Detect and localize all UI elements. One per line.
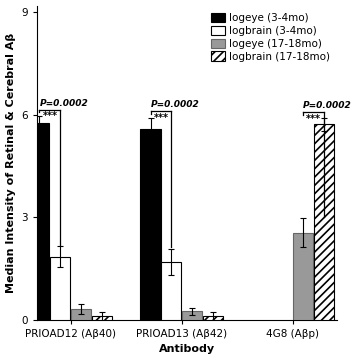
Bar <box>92 316 112 320</box>
Bar <box>161 262 181 320</box>
Text: ***: *** <box>153 113 168 123</box>
X-axis label: Antibody: Antibody <box>159 345 215 355</box>
Bar <box>203 316 223 320</box>
Bar <box>50 257 70 320</box>
Legend: logeye (3-4mo), logbrain (3-4mo), logeye (17-18mo), logbrain (17-18mo): logeye (3-4mo), logbrain (3-4mo), logeye… <box>209 11 332 64</box>
Text: P=0.0002: P=0.0002 <box>150 100 199 109</box>
Text: P=0.0002: P=0.0002 <box>39 99 88 108</box>
Text: ***: *** <box>42 112 57 121</box>
Bar <box>314 125 334 320</box>
Bar <box>71 309 91 320</box>
Bar <box>182 311 202 320</box>
Text: P=0.0002: P=0.0002 <box>303 101 352 110</box>
Text: ***: *** <box>306 114 321 124</box>
Bar <box>140 129 161 320</box>
Bar <box>30 123 49 320</box>
Y-axis label: Median Intensity of Retinal & Cerebral Aβ: Median Intensity of Retinal & Cerebral A… <box>5 33 15 293</box>
Bar <box>293 233 313 320</box>
